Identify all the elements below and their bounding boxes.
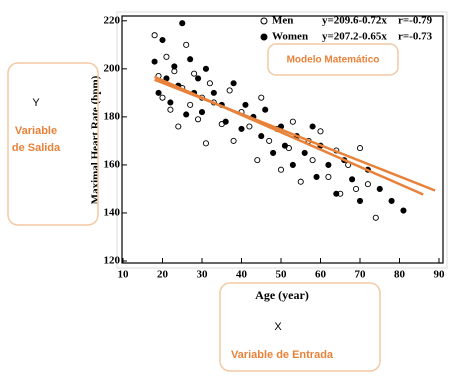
plot-area: [121, 15, 444, 264]
point: [230, 137, 237, 144]
y-annotation: Variable: [15, 125, 57, 137]
point: [356, 145, 364, 152]
point: [388, 197, 395, 205]
regression-line: [154, 78, 436, 192]
correlation: r=-0.73: [398, 31, 433, 43]
point: [183, 111, 190, 118]
point: [167, 106, 174, 113]
point: [297, 178, 304, 185]
point: [171, 63, 178, 70]
point: [325, 161, 332, 168]
point: [198, 109, 206, 116]
x-tick-label: 10: [118, 269, 130, 281]
point: [258, 133, 265, 140]
x-annotation: Variable de Entrada: [231, 349, 334, 361]
point: [289, 161, 296, 168]
point: [333, 190, 340, 197]
y-symbol: Y: [32, 97, 40, 109]
x-symbol: X: [274, 321, 282, 333]
point: [194, 116, 202, 123]
point: [325, 173, 332, 180]
point: [270, 149, 277, 156]
point: [187, 101, 194, 108]
y-annotation-box: [7, 62, 99, 226]
point: [155, 89, 162, 96]
equation: y=207.2-0.65x: [322, 31, 387, 43]
point: [163, 53, 170, 60]
model-annotation: Modelo Matemático: [287, 55, 380, 66]
model-box: [267, 43, 399, 76]
point: [187, 56, 194, 63]
y-tick-label: 140: [104, 206, 121, 218]
point: [309, 123, 316, 130]
legend-marker: [260, 33, 268, 41]
point: [202, 140, 209, 147]
point: [202, 65, 209, 72]
point: [364, 181, 371, 188]
point: [277, 166, 285, 173]
point: [167, 99, 174, 106]
point: [151, 32, 158, 39]
point: [301, 149, 308, 156]
point: [289, 118, 296, 125]
x-tick-label: 90: [434, 269, 446, 281]
point: [159, 36, 166, 44]
point: [222, 118, 229, 125]
legend-marker: [260, 17, 268, 25]
point: [313, 173, 320, 180]
point: [266, 137, 273, 144]
point: [238, 125, 245, 132]
point: [206, 80, 213, 87]
point: [356, 197, 364, 205]
y-tick-label: 200: [104, 62, 121, 74]
point: [281, 142, 289, 149]
point: [175, 123, 182, 130]
point: [242, 101, 249, 108]
x-tick-label: 20: [157, 269, 169, 281]
point: [372, 214, 379, 221]
point: [254, 157, 261, 164]
legend-label: Men: [272, 15, 293, 27]
y-tick-label: 220: [104, 14, 121, 26]
x-tick-label: 50: [276, 269, 288, 281]
x-annotation-box: [219, 282, 381, 372]
point: [246, 123, 253, 130]
y-annotation: de Salida: [12, 142, 61, 154]
point: [151, 58, 158, 65]
equation: y=209.6-0.72x: [322, 15, 387, 27]
point: [317, 128, 324, 135]
legend-label: Women: [272, 31, 308, 43]
y-axis-title: Maximal Heart Rate (bpm): [90, 75, 102, 204]
correlation: r=-0.79: [398, 15, 433, 27]
point: [191, 70, 198, 77]
x-tick-label: 80: [394, 269, 406, 281]
point: [210, 89, 217, 96]
point: [183, 41, 190, 48]
x-axis-title: Age (year): [255, 288, 309, 302]
point: [258, 94, 265, 101]
point: [194, 75, 202, 82]
point: [262, 106, 269, 113]
x-tick-label: 40: [236, 269, 248, 281]
y-tick-label: 120: [104, 255, 121, 267]
point: [230, 80, 237, 87]
x-tick-label: 70: [355, 269, 367, 281]
x-tick-label: 60: [315, 269, 327, 281]
point: [400, 207, 407, 214]
y-tick-label: 160: [104, 158, 121, 170]
point: [226, 87, 233, 94]
x-tick-label: 30: [197, 269, 209, 281]
point: [376, 185, 383, 192]
point: [159, 94, 166, 101]
y-tick-label: 180: [104, 110, 121, 122]
point: [352, 185, 360, 192]
point: [309, 157, 316, 164]
point: [349, 176, 356, 183]
point: [179, 20, 186, 27]
